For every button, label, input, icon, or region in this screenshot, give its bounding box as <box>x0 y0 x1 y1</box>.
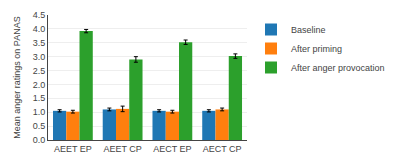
svg-text:2.0: 2.0 <box>33 80 46 90</box>
svg-text:3.0: 3.0 <box>33 52 46 62</box>
svg-text:AECT EP: AECT EP <box>153 144 191 154</box>
svg-text:1.5: 1.5 <box>33 93 46 103</box>
svg-text:0.5: 0.5 <box>33 121 46 131</box>
svg-text:AEET EP: AEET EP <box>54 144 92 154</box>
svg-text:AECT CP: AECT CP <box>203 144 242 154</box>
svg-text:2.5: 2.5 <box>33 66 46 76</box>
svg-text:4.0: 4.0 <box>33 24 46 34</box>
svg-text:1.0: 1.0 <box>33 107 46 117</box>
svg-text:After anger provocation: After anger provocation <box>291 63 385 73</box>
svg-text:3.5: 3.5 <box>33 38 46 48</box>
svg-text:AEET CP: AEET CP <box>103 144 141 154</box>
svg-text:Baseline: Baseline <box>291 25 326 35</box>
svg-text:4.5: 4.5 <box>33 10 46 20</box>
svg-text:0.0: 0.0 <box>33 135 46 145</box>
svg-text:Mean anger ratings on PANAS: Mean anger ratings on PANAS <box>12 16 22 138</box>
svg-text:After priming: After priming <box>291 44 342 54</box>
